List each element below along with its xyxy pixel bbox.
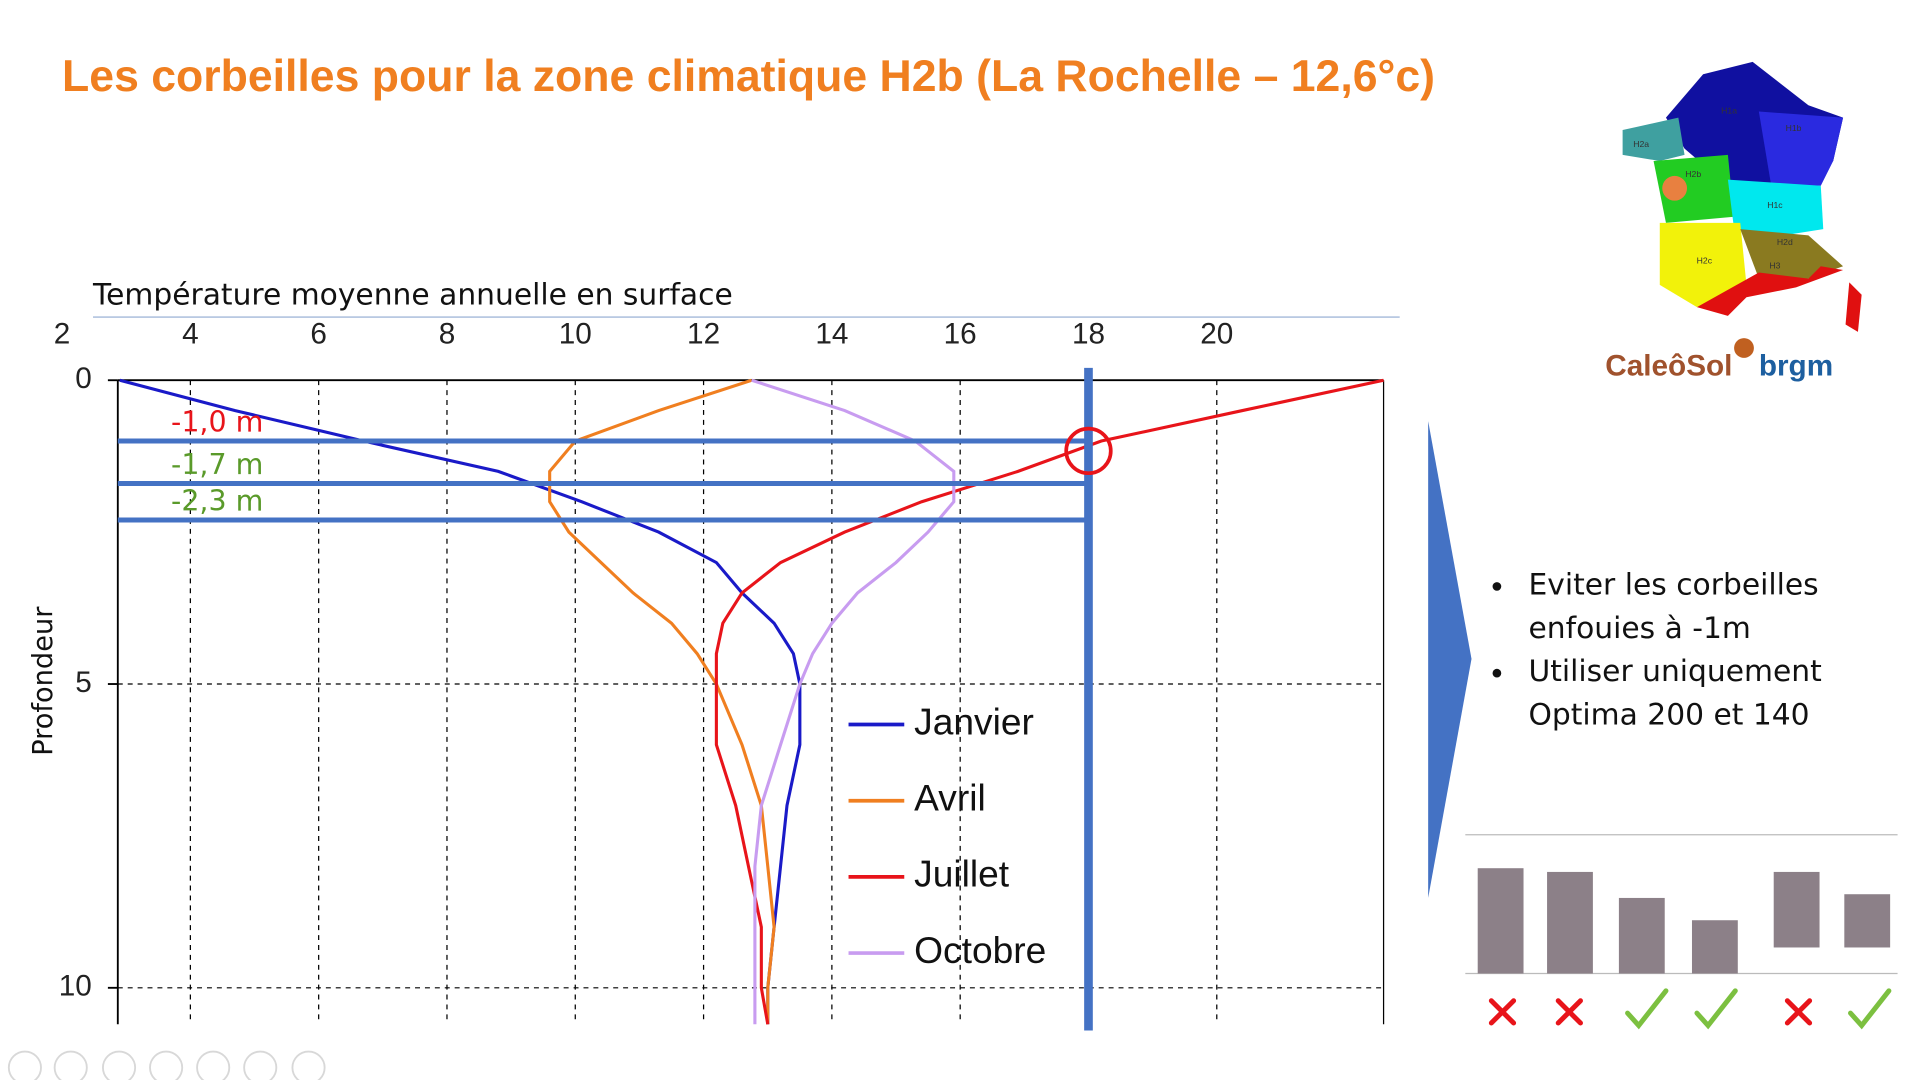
zone-label: H2b	[1685, 169, 1701, 179]
x-tick-label: 8	[439, 317, 456, 350]
depth-label: -1,7 m	[171, 448, 263, 481]
x-tick-label: 20	[1200, 317, 1233, 350]
y-tick-label: 0	[75, 362, 92, 395]
legend-label: Janvier	[914, 700, 1034, 742]
x-tick-label: 16	[944, 317, 977, 350]
zone-label: H3	[1769, 261, 1780, 271]
slide-title: Les corbeilles pour la zone climatique H…	[62, 52, 1435, 101]
bullet: Eviter les corbeilles enfouies à -1m	[1519, 564, 1905, 651]
x-tick-label: 14	[815, 317, 848, 350]
arrow	[1428, 421, 1472, 898]
y-tick-label: 10	[59, 970, 92, 1003]
zone-label: H2c	[1697, 256, 1713, 266]
depth-label: -2,3 m	[171, 485, 263, 518]
product-icons	[1465, 834, 1898, 975]
y-axis-label: Profondeur	[28, 606, 59, 756]
climate-map: H1a H1b H1c H2a H2b H2c H2d H3 CaleôSol …	[1605, 61, 1862, 383]
bullet: Utiliser uniquement Optima 200 et 140	[1519, 650, 1905, 737]
plot: 2 4 6 8 10 12 14 16 18 20 0 5 10 Janvier Avril Juillet O…	[54, 317, 1385, 1031]
series-line	[548, 378, 776, 1025]
legend-label: Juillet	[914, 853, 1010, 895]
x-tick-label: 6	[310, 317, 327, 350]
x-tick-label: 12	[687, 317, 720, 350]
y-tick-label: 5	[75, 666, 92, 699]
series-line	[119, 378, 802, 1025]
zone-label: H2a	[1633, 139, 1649, 149]
legend-label: Avril	[914, 777, 986, 819]
zone-label: H1a	[1721, 106, 1737, 116]
legend-label: Octobre	[914, 929, 1046, 971]
x-tick-label: 2	[54, 317, 71, 350]
brand: brgm	[1759, 350, 1833, 383]
slideshow-toolbar[interactable]	[7, 1050, 326, 1080]
x-tick-label: 4	[182, 317, 199, 350]
logo: CaleôSol	[1605, 350, 1732, 383]
bullets: Eviter les corbeilles enfouies à -1m Uti…	[1459, 564, 1905, 762]
depth-label: -1,0 m	[171, 406, 263, 439]
zone-label: H2d	[1777, 237, 1793, 247]
x-axis-label: Température moyenne annuelle en surface	[92, 278, 733, 313]
series-line	[714, 378, 1384, 1025]
verdicts	[1488, 988, 1892, 1030]
x-tick-label: 18	[1072, 317, 1105, 350]
zone-label: H1b	[1786, 123, 1802, 133]
highlight-circle	[1064, 426, 1113, 476]
x-tick-label: 10	[559, 317, 592, 350]
series-line	[751, 378, 956, 1025]
zone-label: H1c	[1767, 200, 1783, 210]
